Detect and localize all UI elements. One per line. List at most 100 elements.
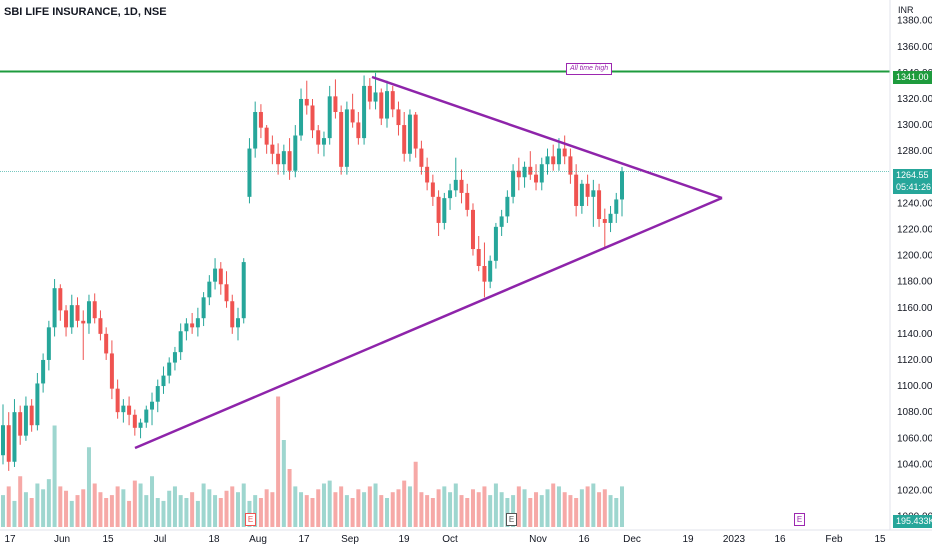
- candle-body: [253, 112, 258, 149]
- volume-bar: [522, 489, 527, 527]
- y-tick-label: 1160.00: [897, 303, 932, 314]
- volume-bar: [614, 498, 619, 527]
- candle-body: [6, 425, 11, 462]
- y-tick-label: 1040.00: [897, 459, 932, 470]
- volume-bar: [41, 489, 46, 527]
- x-tick-label: Jun: [54, 534, 70, 545]
- volume-bar: [241, 483, 246, 527]
- time-axis: 17 Jun 15 Jul 18 Aug 17 Sep 19 Oct Nov 16 Dec 19 2023 1…: [0, 529, 932, 545]
- volume-bar: [178, 495, 183, 527]
- candle-body: [448, 190, 453, 199]
- candle-body: [551, 156, 556, 165]
- volume-bar: [597, 492, 602, 527]
- x-tick-label: 16: [774, 534, 786, 545]
- countdown-tag: 05:41:26: [893, 181, 932, 194]
- earnings-marker[interactable]: E: [245, 513, 256, 526]
- candle-body: [218, 268, 223, 285]
- candle-body: [35, 383, 40, 426]
- volume-bar: [608, 495, 613, 527]
- x-tick-label: Jul: [154, 534, 167, 545]
- x-tick-label: Feb: [825, 534, 843, 545]
- y-tick-label: 1120.00: [897, 355, 932, 366]
- x-tick-label: Nov: [529, 534, 547, 545]
- y-tick-label: 1140.00: [897, 329, 932, 340]
- volume-bar: [276, 396, 281, 527]
- volume-bar: [127, 500, 132, 527]
- volume-bar: [201, 483, 206, 527]
- trendline-lower: [134, 196, 723, 450]
- y-tick-label: 1280.00: [897, 146, 932, 157]
- volume-bar: [568, 495, 573, 527]
- volume-bar: [339, 486, 344, 527]
- candle-body: [293, 135, 298, 171]
- candle-body: [115, 388, 120, 413]
- volume-bar: [104, 498, 109, 527]
- volume-bar: [207, 489, 212, 527]
- x-tick-label: 17: [4, 534, 16, 545]
- candle-body: [213, 268, 218, 282]
- candle-body: [511, 170, 516, 197]
- volume-bar: [69, 500, 74, 527]
- candle-body: [190, 323, 195, 328]
- volume-bar: [556, 486, 561, 527]
- candle-body: [493, 226, 498, 261]
- candle-body: [81, 320, 86, 324]
- volume-bar: [442, 486, 447, 527]
- volume-bar: [161, 500, 166, 527]
- volume-bar: [620, 486, 624, 527]
- candle-body: [505, 196, 510, 217]
- candle-body: [470, 209, 475, 250]
- candle-body: [121, 405, 126, 413]
- volume-bar: [528, 498, 533, 527]
- volume-bar: [448, 492, 453, 527]
- candle-body: [545, 156, 550, 165]
- candle-body: [459, 179, 464, 193]
- candle-body: [98, 318, 103, 334]
- volume-bar: [299, 492, 304, 527]
- candle-body: [476, 249, 481, 266]
- volume-bar: [138, 483, 143, 527]
- currency-label: INR: [898, 5, 914, 15]
- x-tick-label: 15: [874, 534, 886, 545]
- x-tick-label: Dec: [623, 534, 641, 545]
- volume-bar: [488, 495, 493, 527]
- earnings-marker[interactable]: E: [506, 513, 517, 526]
- volume-bar: [293, 486, 298, 527]
- earnings-marker[interactable]: E: [794, 513, 805, 526]
- x-tick-label: 17: [298, 534, 310, 545]
- candle-body: [161, 375, 166, 387]
- candle-body: [138, 422, 143, 428]
- candle-body: [602, 219, 607, 223]
- candle-body: [373, 92, 378, 102]
- candle-body: [562, 148, 567, 157]
- candle-body: [178, 331, 183, 353]
- candle-body: [230, 301, 235, 328]
- volume-bar: [534, 492, 539, 527]
- volume-bar: [150, 476, 155, 527]
- volume-bar: [270, 492, 275, 527]
- candle-body: [1, 425, 5, 456]
- candle-body: [465, 192, 470, 210]
- y-tick-label: 1360.00: [897, 42, 932, 53]
- all-time-high-annotation[interactable]: All time high: [566, 63, 613, 75]
- volume-bar: [321, 483, 326, 527]
- volume-bar: [121, 489, 126, 527]
- volume-bar: [465, 498, 470, 527]
- candle-body: [150, 401, 155, 410]
- y-tick-label: 1320.00: [897, 94, 932, 105]
- volume-bar: [350, 498, 355, 527]
- candle-body: [413, 114, 418, 149]
- candle-body: [235, 318, 240, 328]
- x-tick-label: 19: [682, 534, 694, 545]
- volume-bar: [258, 498, 263, 527]
- candle-body: [579, 183, 584, 206]
- volume-bar: [86, 447, 91, 527]
- candle-body: [18, 412, 23, 436]
- candle-body: [201, 297, 206, 319]
- x-tick-label: 18: [208, 534, 220, 545]
- candle-body: [620, 171, 624, 200]
- x-tick-label: Oct: [442, 534, 458, 545]
- volume-bar: [602, 489, 607, 527]
- last-price-tag: 1264.55: [893, 169, 932, 182]
